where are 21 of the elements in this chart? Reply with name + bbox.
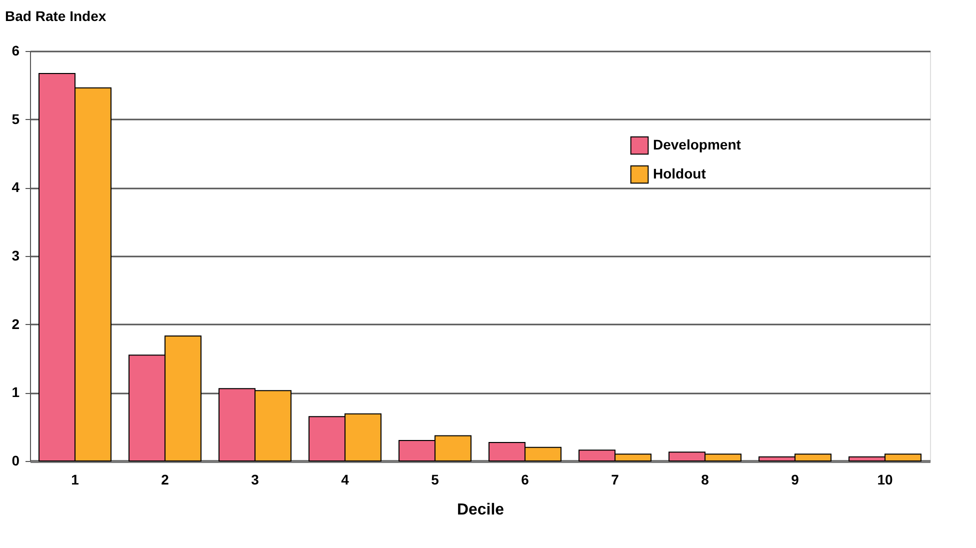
x-tick-label: 5 [431,472,440,488]
x-tick-label: 10 [877,472,893,488]
y-tick-label: 1 [12,384,20,400]
y-tick-label: 2 [12,316,20,332]
x-tick-label: 6 [521,472,530,488]
legend-label: Development [653,136,742,152]
x-tick-label: 1 [71,472,80,488]
x-tick-label: 7 [611,472,620,488]
x-tick-label: 8 [701,472,710,488]
legend-label: Holdout [653,166,706,182]
chart-title: Bad Rate Index [5,8,106,24]
y-tick-label: 4 [12,179,20,196]
x-tick-label: 3 [251,472,260,488]
x-axis-title: Decile [456,502,504,518]
x-tick-label: 9 [791,472,800,488]
y-tick-label: 6 [12,42,20,58]
x-tick-label: 4 [341,472,350,488]
y-tick-label: 5 [12,110,20,127]
y-tick-label: 0 [12,452,20,468]
y-tick-label: 3 [12,248,20,264]
x-tick-label: 2 [161,472,170,488]
